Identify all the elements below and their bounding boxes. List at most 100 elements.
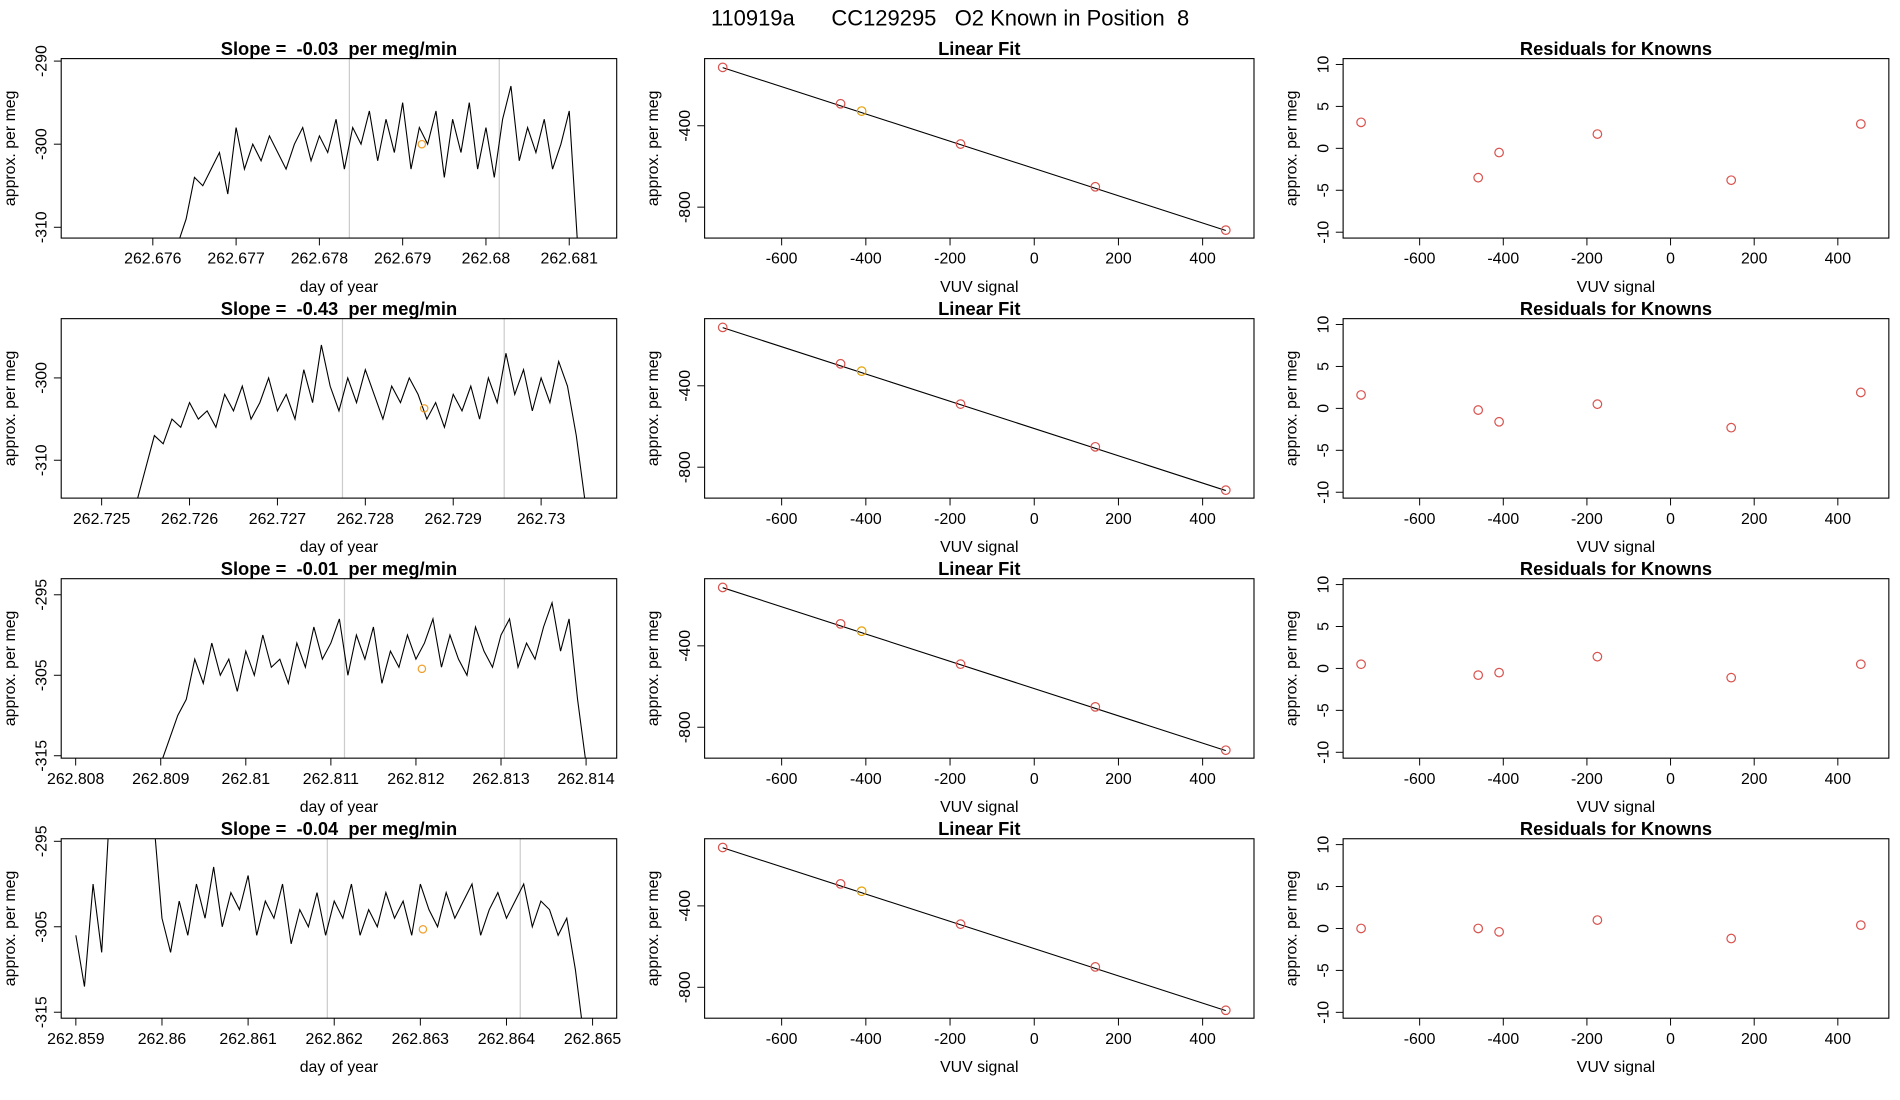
- data-point: [1473, 405, 1484, 415]
- plot-frame: [704, 318, 1255, 499]
- x-tick-label: 0: [1666, 1031, 1675, 1048]
- plot-area: [137, 318, 586, 499]
- page-title: 110919a CC129295 O2 Known in Position 8: [711, 6, 1189, 31]
- data-point: [1726, 672, 1737, 683]
- data-point: [1855, 387, 1866, 398]
- x-tick-label: 262.86: [138, 1031, 187, 1048]
- plot-frame: [1342, 578, 1890, 759]
- x-tick-label: 262.811: [303, 771, 359, 788]
- y-tick-label: 5: [1315, 622, 1332, 631]
- panel-title: Linear Fit: [938, 818, 1020, 839]
- data-point: [1473, 923, 1484, 934]
- x-tick-label: 200: [1741, 511, 1768, 528]
- x-tick-label: -400: [850, 1031, 882, 1048]
- y-tick-label: 10: [1315, 316, 1332, 334]
- x-tick-label: 262.728: [337, 511, 395, 528]
- known-point: [417, 664, 427, 674]
- y-tick-label: -400: [677, 370, 694, 402]
- x-tick-label: 200: [1105, 511, 1132, 528]
- data-point: [1090, 181, 1101, 192]
- x-tick-label: 262.812: [387, 771, 445, 788]
- y-axis-label: approx. per meg: [2, 91, 19, 206]
- plot-area: [717, 842, 1231, 1016]
- y-tick-label: -400: [677, 110, 694, 142]
- y-tick-label: -10: [1315, 221, 1332, 244]
- data-point: [717, 322, 728, 333]
- x-tick-label: 0: [1030, 1031, 1039, 1048]
- x-tick-label: -400: [850, 251, 882, 268]
- x-tick-label: 262.677: [207, 251, 265, 268]
- y-tick-label: -800: [677, 971, 694, 1003]
- panel-title: Linear Fit: [938, 558, 1020, 579]
- y-tick-label: -5: [1315, 443, 1332, 457]
- data-point: [856, 886, 867, 897]
- x-tick-label: -400: [1487, 511, 1519, 528]
- panel: Linear Fit VUV signal approx. per meg -600 -…: [645, 298, 1255, 556]
- x-tick-label: 262.81: [222, 771, 271, 788]
- data-point: [1494, 926, 1504, 937]
- fit-line: [722, 587, 1226, 752]
- data-point: [835, 618, 846, 629]
- y-axis-label: approx. per meg: [1284, 611, 1301, 726]
- plot-area: [1356, 651, 1866, 683]
- panel: Residuals for Knowns VUV signal approx. pe…: [1284, 298, 1890, 556]
- y-tick-label: 10: [1315, 55, 1332, 73]
- data-line: [137, 344, 586, 499]
- data-line: [75, 838, 583, 1019]
- panel-title: Residuals for Knowns: [1520, 558, 1712, 579]
- known-point: [418, 925, 428, 934]
- data-point: [1220, 225, 1231, 236]
- plot-frame: [704, 838, 1255, 1019]
- plot-frame: [60, 58, 618, 239]
- plot-area: [1356, 915, 1866, 944]
- y-tick-label: -305: [34, 911, 51, 943]
- plot-area: [75, 838, 583, 1019]
- y-axis-label: approx. per meg: [645, 611, 662, 726]
- y-tick-label: -10: [1315, 481, 1332, 504]
- x-tick-label: -200: [934, 251, 966, 268]
- plot-area: [717, 322, 1231, 496]
- x-axis-label: day of year: [300, 279, 379, 296]
- x-tick-label: -200: [1571, 771, 1603, 788]
- y-tick-label: -300: [34, 128, 51, 160]
- x-tick-label: 262.679: [374, 251, 432, 268]
- plot-frame: [60, 318, 618, 499]
- y-tick-label: 0: [1315, 924, 1332, 933]
- x-tick-label: 0: [1030, 251, 1039, 268]
- fit-line: [722, 67, 1226, 232]
- plot-frame: [60, 838, 618, 1019]
- panel-title: Residuals for Knowns: [1520, 818, 1712, 839]
- y-tick-label: -295: [34, 825, 51, 857]
- x-tick-label: -600: [1404, 511, 1436, 528]
- x-tick-label: 0: [1666, 771, 1675, 788]
- x-tick-label: 400: [1825, 251, 1852, 268]
- data-point: [1494, 667, 1504, 678]
- x-axis-label: VUV signal: [940, 539, 1018, 556]
- x-tick-label: -600: [766, 251, 798, 268]
- y-tick-label: 0: [1315, 404, 1332, 413]
- x-tick-label: 200: [1105, 251, 1132, 268]
- x-tick-label: -200: [934, 511, 966, 528]
- x-tick-label: -400: [1487, 771, 1519, 788]
- x-tick-label: 400: [1189, 251, 1216, 268]
- y-axis-label: approx. per meg: [645, 871, 662, 986]
- data-point: [955, 659, 966, 670]
- panel-title: Linear Fit: [938, 38, 1020, 59]
- x-tick-label: 262.864: [478, 1031, 536, 1048]
- data-point: [1356, 390, 1366, 400]
- data-point: [1592, 651, 1603, 662]
- x-tick-label: -200: [1571, 1031, 1603, 1048]
- data-point: [1473, 172, 1484, 183]
- x-tick-label: 200: [1741, 771, 1768, 788]
- data-point: [1726, 422, 1737, 433]
- x-tick-label: 262.865: [564, 1031, 622, 1048]
- data-point: [1090, 441, 1101, 452]
- panel-title: Slope = -0.04 per meg/min: [221, 818, 457, 839]
- x-tick-label: 0: [1666, 251, 1675, 268]
- data-point: [717, 582, 728, 593]
- data-point: [1592, 399, 1603, 410]
- y-tick-label: -5: [1315, 963, 1332, 977]
- x-tick-label: 262.808: [47, 771, 105, 788]
- data-point: [1855, 119, 1866, 129]
